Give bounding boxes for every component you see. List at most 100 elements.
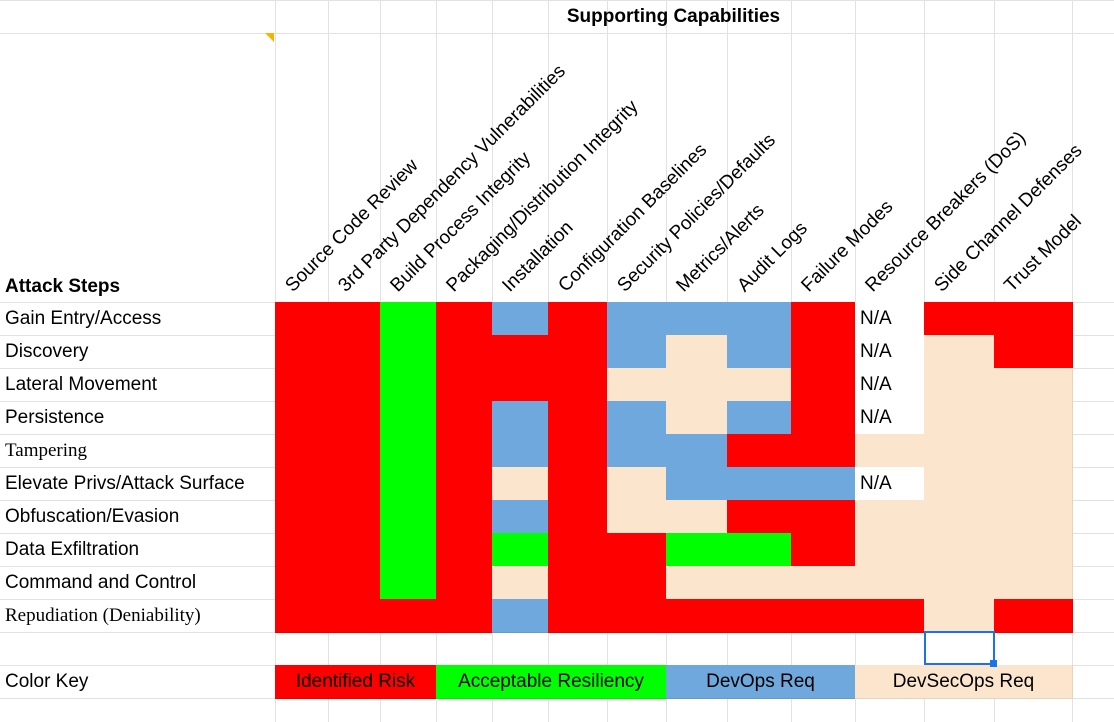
matrix-cell[interactable] [666, 368, 728, 402]
matrix-cell[interactable] [666, 434, 728, 468]
matrix-cell[interactable] [436, 467, 493, 501]
matrix-cell[interactable] [380, 566, 437, 600]
matrix-cell[interactable] [924, 368, 995, 402]
matrix-cell[interactable] [994, 302, 1073, 336]
matrix-cell[interactable] [855, 434, 925, 468]
matrix-cell[interactable] [791, 467, 856, 501]
matrix-cell[interactable] [727, 467, 792, 501]
matrix-cell[interactable] [924, 401, 995, 435]
attack-step-label[interactable]: Gain Entry/Access [5, 307, 162, 329]
matrix-cell[interactable] [548, 566, 608, 600]
matrix-cell[interactable] [666, 500, 728, 534]
matrix-cell[interactable] [607, 302, 667, 336]
matrix-cell[interactable] [994, 566, 1073, 600]
matrix-cell[interactable] [791, 566, 856, 600]
matrix-cell[interactable] [380, 500, 437, 534]
matrix-cell[interactable] [436, 335, 493, 369]
matrix-cell[interactable] [380, 467, 437, 501]
matrix-cell[interactable] [492, 566, 549, 600]
attack-step-label[interactable]: Elevate Privs/Attack Surface [5, 472, 245, 494]
matrix-cell[interactable] [924, 467, 995, 501]
matrix-cell[interactable]: N/A [855, 401, 925, 435]
matrix-cell[interactable] [380, 302, 437, 336]
matrix-cell[interactable] [548, 434, 608, 468]
matrix-cell[interactable]: N/A [855, 467, 925, 501]
matrix-cell[interactable] [328, 401, 381, 435]
matrix-cell[interactable] [727, 401, 792, 435]
matrix-cell[interactable] [436, 401, 493, 435]
matrix-cell[interactable] [727, 434, 792, 468]
matrix-cell[interactable] [666, 599, 728, 633]
matrix-cell[interactable] [666, 401, 728, 435]
matrix-cell[interactable] [492, 533, 549, 567]
matrix-cell[interactable] [492, 335, 549, 369]
matrix-cell[interactable] [855, 566, 925, 600]
matrix-cell[interactable] [607, 368, 667, 402]
matrix-cell[interactable] [666, 335, 728, 369]
matrix-cell[interactable] [275, 467, 329, 501]
matrix-cell[interactable] [275, 302, 329, 336]
matrix-cell[interactable] [727, 566, 792, 600]
matrix-cell[interactable] [607, 533, 667, 567]
matrix-cell[interactable] [328, 599, 381, 633]
matrix-cell[interactable] [791, 302, 856, 336]
matrix-cell[interactable] [548, 335, 608, 369]
matrix-cell[interactable] [492, 467, 549, 501]
matrix-cell[interactable] [791, 401, 856, 435]
fill-handle[interactable] [990, 660, 997, 667]
matrix-cell[interactable] [666, 467, 728, 501]
matrix-cell[interactable] [607, 500, 667, 534]
matrix-cell[interactable] [548, 467, 608, 501]
attack-step-label[interactable]: Lateral Movement [5, 373, 158, 395]
matrix-cell[interactable] [924, 533, 995, 567]
matrix-cell[interactable] [492, 500, 549, 534]
matrix-cell[interactable] [492, 368, 549, 402]
matrix-cell[interactable] [380, 533, 437, 567]
matrix-cell[interactable] [994, 401, 1073, 435]
matrix-cell[interactable] [727, 599, 792, 633]
matrix-cell[interactable] [855, 533, 925, 567]
selected-cell[interactable] [924, 631, 995, 665]
matrix-cell[interactable] [994, 368, 1073, 402]
matrix-cell[interactable] [328, 368, 381, 402]
matrix-cell[interactable] [727, 500, 792, 534]
matrix-cell[interactable] [436, 599, 493, 633]
matrix-cell[interactable] [924, 335, 995, 369]
matrix-cell[interactable] [380, 401, 437, 435]
matrix-cell[interactable] [436, 500, 493, 534]
matrix-cell[interactable]: N/A [855, 302, 925, 336]
matrix-cell[interactable] [436, 368, 493, 402]
matrix-cell[interactable] [791, 335, 856, 369]
matrix-cell[interactable] [548, 302, 608, 336]
matrix-cell[interactable] [994, 434, 1073, 468]
matrix-cell[interactable] [328, 533, 381, 567]
matrix-cell[interactable] [791, 533, 856, 567]
matrix-cell[interactable] [994, 500, 1073, 534]
matrix-cell[interactable] [380, 434, 437, 468]
matrix-cell[interactable] [727, 533, 792, 567]
matrix-cell[interactable] [607, 335, 667, 369]
matrix-cell[interactable] [924, 434, 995, 468]
matrix-cell[interactable] [791, 434, 856, 468]
matrix-cell[interactable] [548, 500, 608, 534]
matrix-cell[interactable] [994, 599, 1073, 633]
matrix-cell[interactable] [436, 533, 493, 567]
matrix-cell[interactable] [548, 533, 608, 567]
matrix-cell[interactable] [380, 368, 437, 402]
matrix-cell[interactable] [924, 566, 995, 600]
matrix-cell[interactable] [607, 434, 667, 468]
matrix-cell[interactable] [666, 533, 728, 567]
matrix-cell[interactable]: N/A [855, 368, 925, 402]
matrix-cell[interactable] [548, 368, 608, 402]
matrix-cell[interactable] [855, 500, 925, 534]
matrix-cell[interactable] [275, 401, 329, 435]
attack-step-label[interactable]: Data Exfiltration [5, 538, 140, 560]
matrix-cell[interactable] [924, 599, 995, 633]
matrix-cell[interactable] [548, 599, 608, 633]
matrix-cell[interactable] [380, 599, 437, 633]
matrix-cell[interactable] [380, 335, 437, 369]
matrix-cell[interactable] [994, 533, 1073, 567]
attack-step-label[interactable]: Obfuscation/Evasion [5, 505, 180, 527]
matrix-cell[interactable] [275, 500, 329, 534]
matrix-cell[interactable] [607, 599, 667, 633]
